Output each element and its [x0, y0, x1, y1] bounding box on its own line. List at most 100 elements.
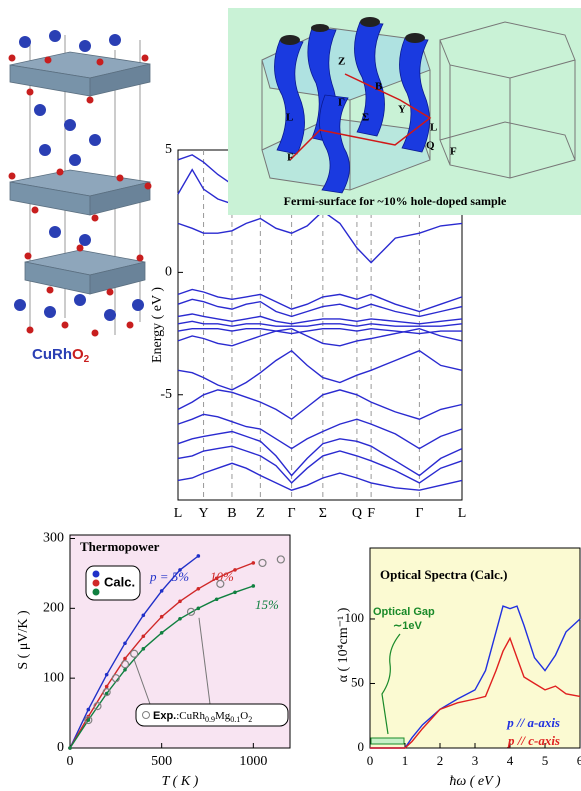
k-label: L [430, 122, 437, 134]
line-marker [178, 600, 182, 604]
x-tick-label: 1 [402, 753, 409, 768]
series-label: 10% [210, 569, 234, 584]
legend-label: Calc. [104, 574, 135, 589]
k-label: L [286, 112, 293, 124]
k-label: Σ [362, 112, 369, 124]
x-axis-label: T ( K ) [162, 774, 199, 789]
x-tick-label: 6 [577, 753, 581, 768]
line-marker [160, 589, 164, 593]
atom [79, 234, 91, 246]
atom [47, 287, 54, 294]
y-axis-label: S ( μV/K ) [16, 610, 31, 670]
line-marker [215, 597, 219, 601]
atom [32, 207, 39, 214]
x-tick-label: F [367, 506, 375, 521]
atom [79, 40, 91, 52]
k-label: F [287, 152, 294, 164]
formula-subscript: 0.1 [230, 715, 240, 724]
formula-subscript: 0.9 [205, 715, 215, 724]
line-marker [68, 746, 72, 750]
line-marker [197, 607, 201, 611]
atom [109, 34, 121, 46]
line-marker [123, 668, 127, 672]
x-tick-label: L [174, 506, 183, 521]
line-marker [197, 554, 201, 558]
atom [27, 89, 34, 96]
x-tick-label: 3 [472, 753, 479, 768]
atom [9, 55, 16, 62]
formula-subscript: 2 [248, 715, 252, 724]
y-tick-label: 0 [57, 740, 64, 755]
k-label: B [375, 81, 383, 93]
formula-part: CuRh [32, 346, 72, 363]
line-marker [105, 685, 109, 689]
y-tick-label: 300 [43, 531, 64, 546]
y-axis-label: α ( 10⁴cm⁻¹ ) [336, 607, 351, 682]
atom [92, 330, 99, 337]
y-tick-label: 5 [165, 142, 172, 157]
x-tick-label: 500 [151, 754, 172, 769]
cap [311, 24, 329, 32]
fermi-surface-panel: Z B Y L Γ Σ L F Q F Fermi-surface for ~1… [228, 8, 581, 215]
atom [87, 97, 94, 104]
line-marker [123, 641, 127, 645]
page: {"structure": {"formula": ["CuRh", "O", … [0, 0, 581, 791]
k-label: Γ [338, 97, 345, 109]
line-marker [160, 615, 164, 619]
atom [89, 134, 101, 146]
atom [69, 154, 81, 166]
x-tick-label: Γ [415, 506, 423, 521]
atom [74, 294, 86, 306]
atom [107, 289, 114, 296]
line-marker [142, 647, 146, 651]
atom [137, 255, 144, 262]
annotation: ∼1eV [393, 620, 422, 632]
atom [14, 299, 26, 311]
k-label: Y [398, 104, 406, 116]
atom [62, 322, 69, 329]
line-marker [160, 631, 164, 635]
atom [25, 253, 32, 260]
x-tick-label: B [227, 506, 236, 521]
y-axis-label: Energy ( eV ) [150, 287, 165, 363]
x-tick-label: 2 [437, 753, 444, 768]
x-tick-label: 1000 [239, 754, 267, 769]
line-marker [252, 584, 256, 588]
formula-part: Mg [215, 710, 231, 722]
line-marker [87, 718, 91, 722]
series-label: p = 5% [149, 569, 189, 584]
x-tick-label: Y [198, 506, 208, 521]
atom [97, 59, 104, 66]
legend-name: Exp. [153, 710, 176, 722]
x-tick-label: Q [352, 506, 362, 521]
legend-dot [93, 571, 100, 578]
fermi-caption: Fermi-surface for ~10% hole-doped sample [284, 194, 507, 208]
y-tick-label: -5 [160, 387, 172, 402]
atom [27, 327, 34, 334]
line-marker [123, 657, 127, 661]
atom [49, 30, 61, 42]
y-tick-label: 0 [358, 739, 365, 754]
formula-part: :CuRh [176, 710, 205, 722]
y-tick-label: 50 [351, 674, 364, 689]
series-label: p // c-axis [507, 733, 560, 748]
y-tick-label: 200 [43, 601, 64, 616]
atom [127, 322, 134, 329]
cap [280, 35, 300, 45]
chart-title: Thermopower [80, 539, 160, 554]
cap [360, 17, 380, 27]
k-label: F [450, 146, 457, 158]
atom [117, 175, 124, 182]
line-marker [105, 673, 109, 677]
legend-dot [93, 589, 100, 596]
y-tick-label: 100 [43, 670, 64, 685]
k-label: Z [338, 56, 345, 68]
atom [104, 309, 116, 321]
atom [49, 226, 61, 238]
cap [405, 33, 425, 43]
x-tick-label: Γ [288, 506, 296, 521]
line-marker [142, 634, 146, 638]
atom [19, 36, 31, 48]
crystal-structure: CuRhO2 [9, 30, 152, 365]
formula-part: O [240, 710, 248, 722]
